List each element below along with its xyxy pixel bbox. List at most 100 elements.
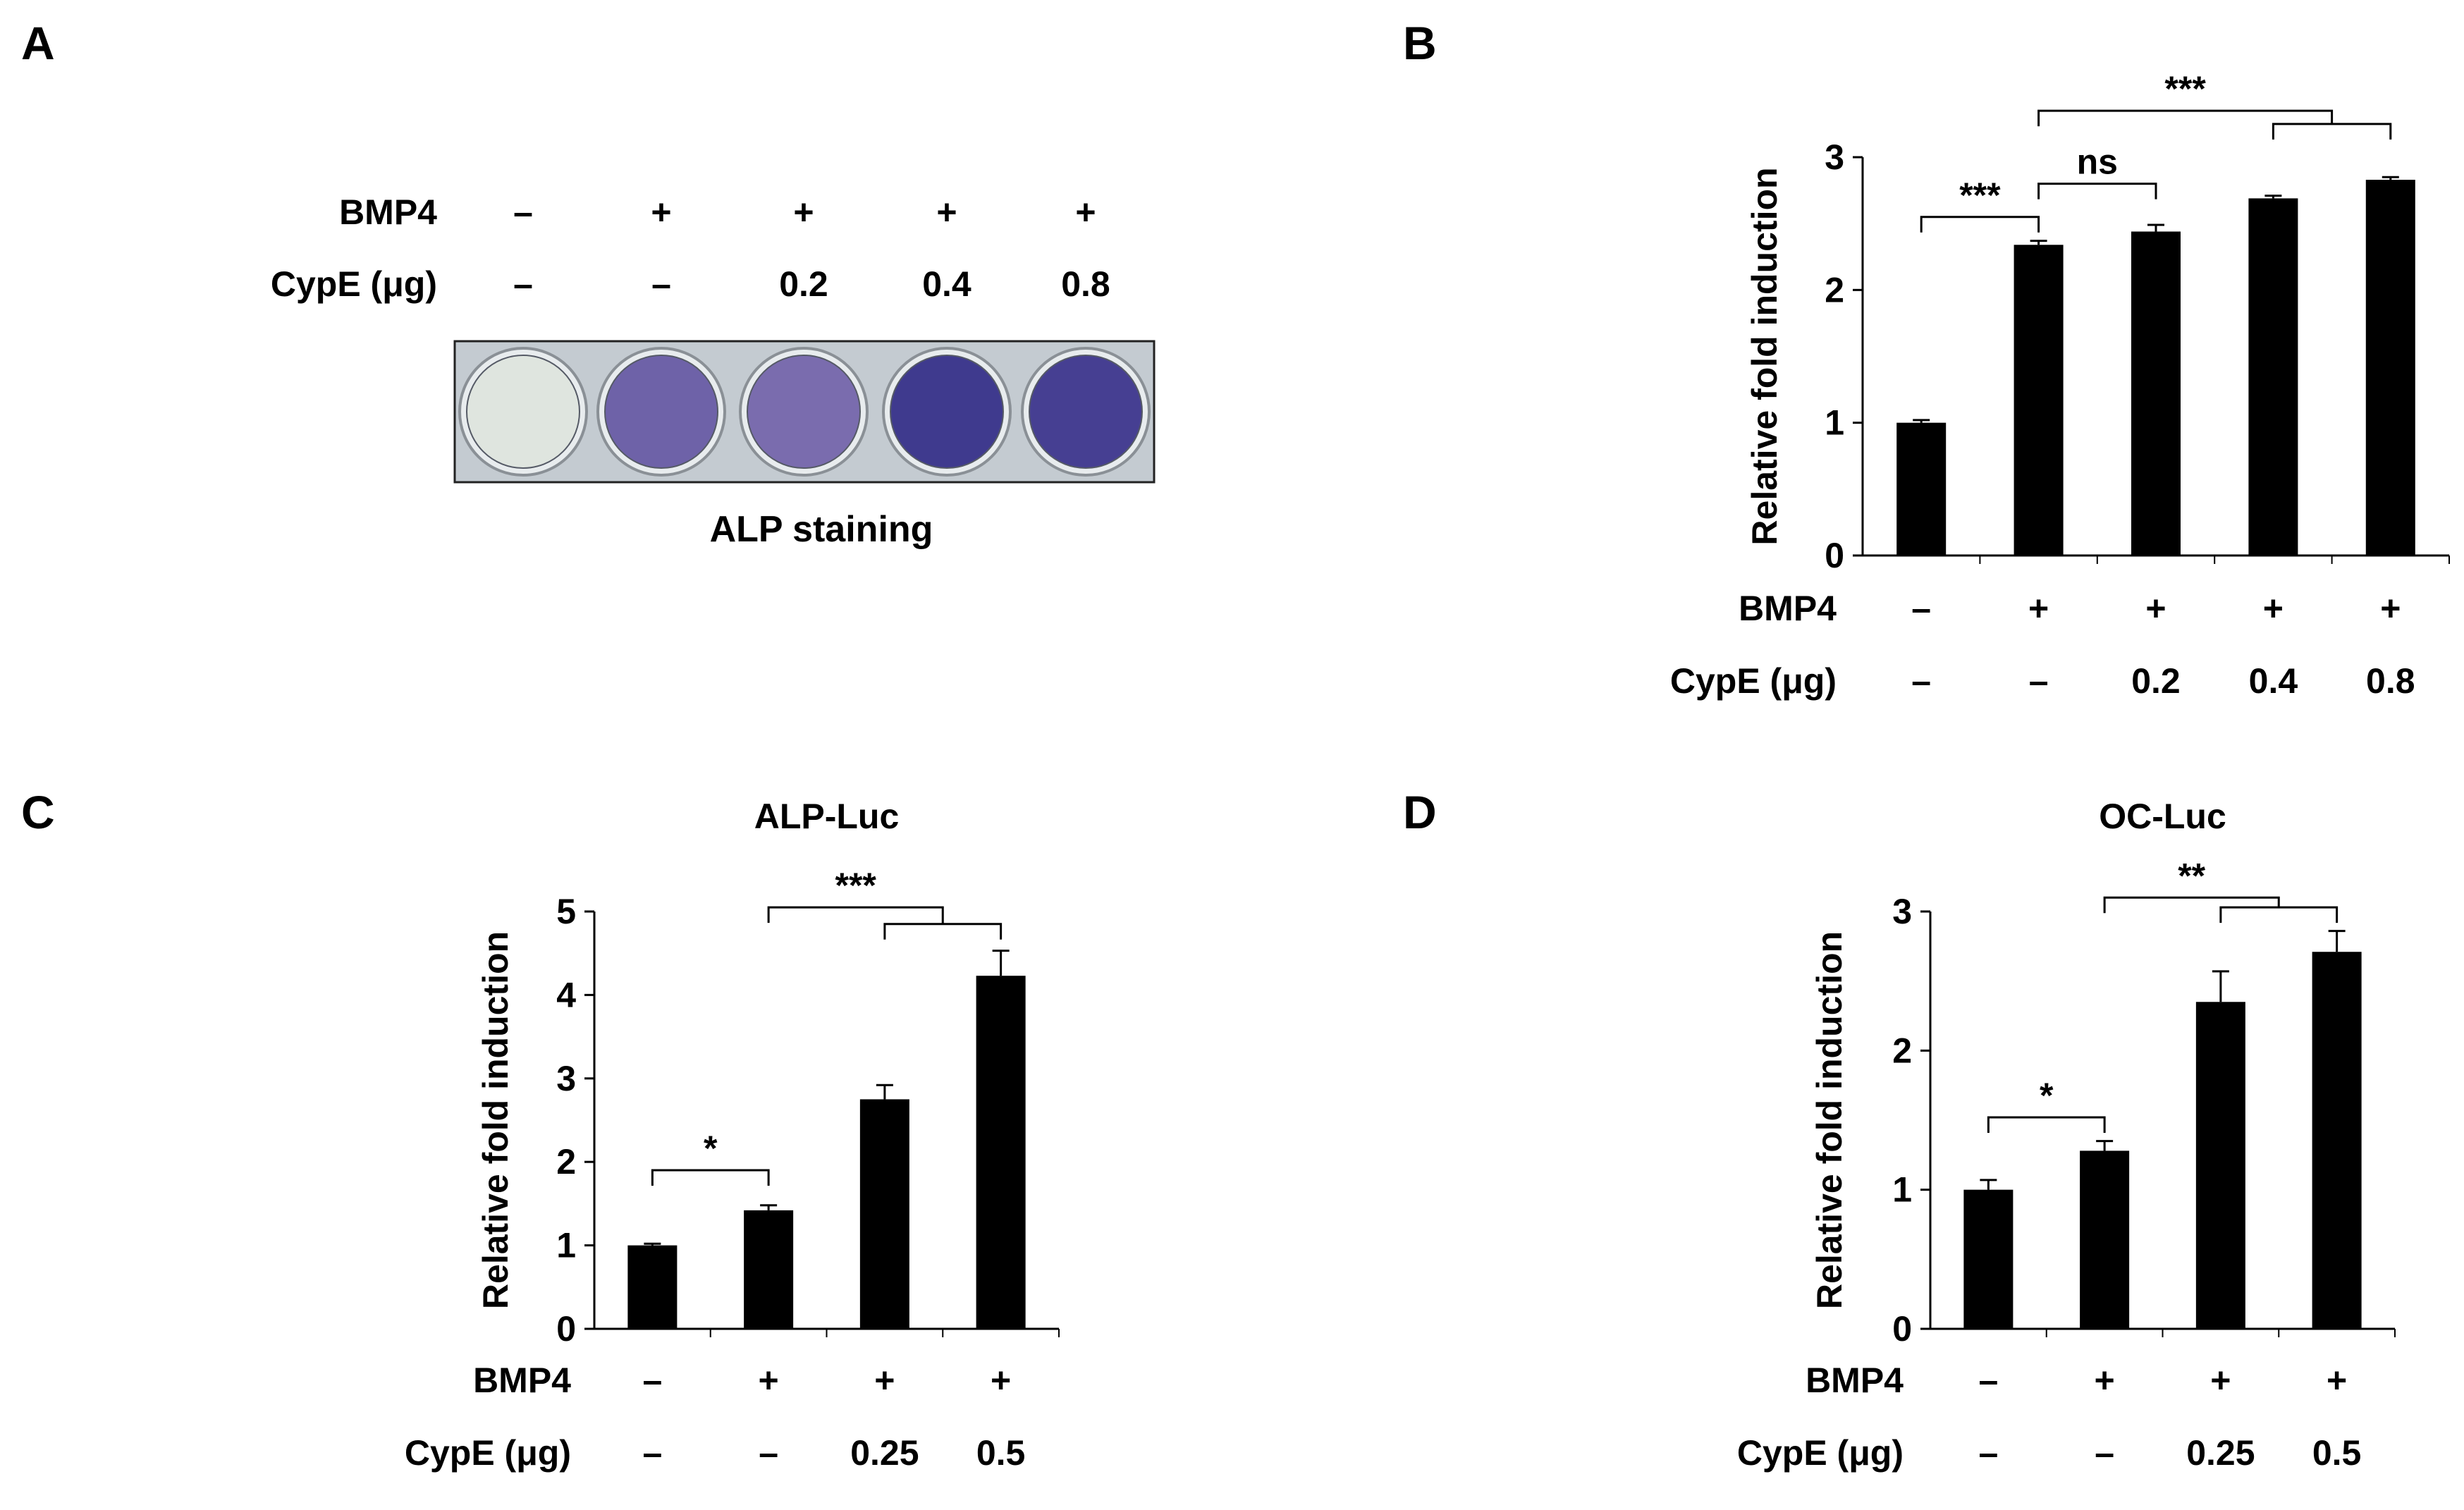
panel-b-ytick-label-0: 0 [1825,536,1844,575]
panel-b-bracket-1 [1920,216,2040,233]
panel-c-title: ALP-Luc [754,797,900,836]
panel-c-ytick-label-4: 4 [556,975,576,1014]
panel-b-row-label-1: BMP4 [1739,589,1837,628]
panel-d-significance-2: ** [2178,856,2205,895]
panel-a: A BMP4 – + + + + CypE (μg) – – 0.2 0.4 0… [21,17,1156,550]
panel-a-bmp4-4: + [936,192,957,232]
well-2 [604,355,718,469]
panel-c-y-label: Relative fold induction [476,931,515,1309]
panel-c-chart: C ALP-Luc 0 1 2 3 4 5 Relative fold induction BM… [21,786,1060,1473]
panel-d-row-1-value-1: – [1978,1361,1998,1400]
panel-b-bar-5 [2365,180,2415,555]
panel-c-ytick-label-3: 3 [556,1059,576,1098]
panel-c-bar-4 [976,976,1026,1329]
panel-b-letter: B [1403,17,1437,69]
panel-c-row-1-value-4: + [991,1361,1011,1400]
panel-a-row-label-cype: CypE (μg) [271,264,437,304]
panel-d-sub-bracket-2 [2219,906,2339,923]
panel-d-bracket-2 [2103,896,2280,914]
panel-d-title: OC-Luc [2099,797,2226,836]
panel-c-bracket-1 [651,1169,770,1186]
panel-a-cype-3: 0.2 [779,264,828,304]
panel-d-chart: D OC-Luc 0 1 2 3 Relative fold induction BMP4 –… [1403,786,2396,1473]
panel-b-row-1-value-1: – [1911,589,1931,628]
panel-d-row-label-2: CypE (μg) [1737,1433,1904,1473]
well-5 [1029,355,1143,469]
panel-a-cype-2: – [651,264,671,304]
panel-d-bracket-1 [1987,1116,2106,1134]
panel-b-row-2-value-5: 0.8 [2366,661,2415,701]
panel-a-caption: ALP staining [710,509,933,550]
panel-b-y-label: Relative fold induction [1745,167,1784,545]
panel-b-row-2-value-3: 0.2 [2131,661,2181,701]
alp-staining-plate [453,340,1156,484]
well-4 [890,355,1004,469]
panel-b-row-2-value-4: 0.4 [2249,661,2298,701]
panel-c-ytick-label-2: 2 [556,1142,576,1181]
panel-c-row-1-value-3: + [874,1361,895,1400]
panel-a-bmp4-3: + [793,192,814,232]
panel-c-significance-1: * [704,1129,718,1168]
well-1 [466,355,580,469]
panel-b-row-1-value-2: + [2028,589,2049,628]
panel-b-row-1-value-3: + [2145,589,2166,628]
panel-c-bar-2 [744,1210,794,1329]
panel-d-significance-1: * [2040,1076,2054,1115]
panel-a-cype-5: 0.8 [1061,264,1110,304]
panel-d-row-2-value-1: – [1978,1433,1998,1473]
panel-d-y-label: Relative fold induction [1810,931,1849,1309]
panel-d-bar-4 [2312,952,2362,1329]
panel-c-bracket-2 [767,906,944,924]
panel-b-bracket-2 [2037,183,2157,200]
panel-c-ytick-label-5: 5 [556,892,576,931]
panel-b-ytick-label-2: 2 [1825,270,1844,309]
panel-c-row-2-value-2: – [759,1433,778,1473]
panel-d-row-1-value-4: + [2327,1361,2347,1400]
panel-c-row-2-value-3: 0.25 [850,1433,919,1473]
panel-b-bar-3 [2131,231,2181,555]
panel-d-letter: D [1403,786,1437,838]
panel-b-significance-2: ns [2077,142,2118,182]
panel-b-bar-4 [2248,198,2298,555]
panel-b-row-1-value-5: + [2380,589,2401,628]
panel-b-significance-3: *** [2164,69,2206,109]
panel-b-row-2-value-1: – [1911,661,1931,701]
panel-b-row-label-2: CypE (μg) [1670,661,1837,701]
panel-d-ytick-label-0: 0 [1892,1309,1912,1349]
panel-d-row-2-value-3: 0.25 [2186,1433,2255,1473]
panel-b-sub-bracket-3 [2272,123,2392,140]
panel-b-row-2-value-2: – [2029,661,2049,701]
panel-b-ytick-label-1: 1 [1825,403,1844,443]
panel-a-bmp4-1: – [513,192,533,232]
panel-c-bar-3 [859,1099,909,1329]
panel-b-bar-2 [2014,245,2064,555]
panel-c-row-2-value-4: 0.5 [976,1433,1026,1473]
panel-a-bmp4-2: + [651,192,671,232]
panel-c-row-2-value-1: – [642,1433,662,1473]
panel-d-ytick-label-1: 1 [1892,1170,1912,1210]
panel-c-bar-1 [627,1245,678,1329]
panel-c-ytick-label-1: 1 [556,1226,576,1265]
panel-d-bar-1 [1963,1189,2014,1329]
panel-a-bmp4-5: + [1075,192,1096,232]
panel-d-bar-2 [2080,1150,2130,1329]
panel-a-cype-4: 0.4 [922,264,971,304]
panel-b-significance-1: *** [1959,176,2001,215]
panel-b-ytick-label-3: 3 [1825,137,1844,177]
well-3 [747,355,861,469]
panel-c-letter: C [21,786,55,838]
panel-d-row-1-value-3: + [2210,1361,2231,1400]
panel-b-row-1-value-4: + [2263,589,2284,628]
panel-a-letter: A [21,17,55,69]
panel-a-cype-1: – [513,264,533,304]
panel-d-row-1-value-2: + [2095,1361,2115,1400]
panel-c-row-1-value-2: + [759,1361,779,1400]
panel-b-chart: B 0 1 2 3 Relative fold induction BMP4 – + + + + Cy… [1403,17,2450,701]
panel-c-ytick-label-0: 0 [556,1309,576,1349]
panel-d-bar-3 [2195,1002,2245,1329]
panel-d-ytick-label-3: 3 [1892,892,1912,931]
panel-d-ytick-label-2: 2 [1892,1031,1912,1070]
panel-d-row-label-1: BMP4 [1806,1361,1904,1400]
panel-a-row-label-bmp4: BMP4 [339,192,437,232]
